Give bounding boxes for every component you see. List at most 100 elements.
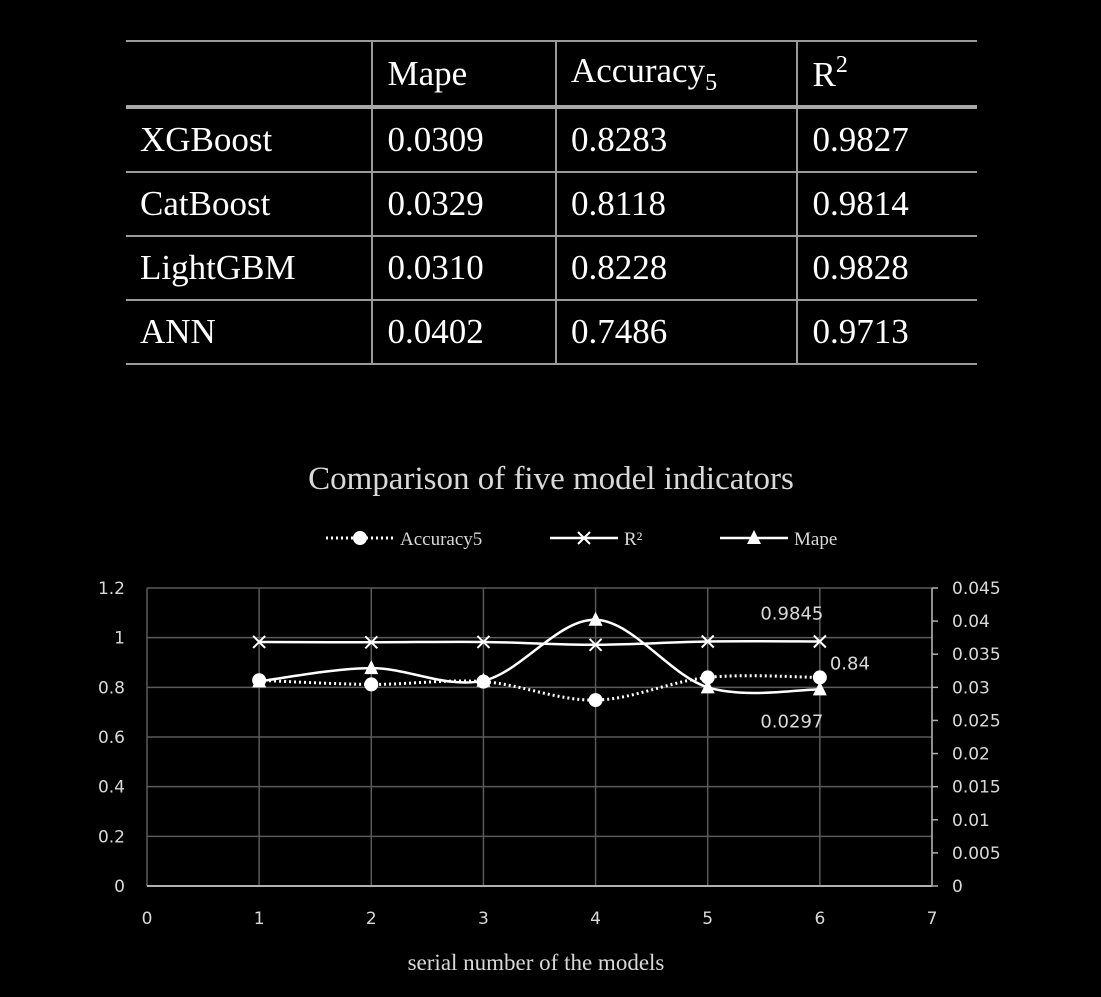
legend-item: Mape [720, 529, 837, 550]
series-line-accuracy5 [259, 674, 820, 702]
chart-markers [252, 611, 827, 708]
table-row: LightGBM 0.0310 0.8228 0.9828 [126, 236, 977, 301]
chart-axes [147, 587, 938, 887]
y2-tick-label: 0.025 [952, 711, 1001, 731]
mape-cell: 0.0309 [371, 107, 556, 173]
triangle-data-point [700, 679, 715, 694]
model-name-cell: CatBoost [126, 172, 373, 237]
x-tick-label: 2 [366, 909, 377, 929]
indicator-line-chart: 0 0.2 0.4 0.6 0.8 1 1.2 0 0.005 0.01 0.015 0.02 0.02… [98, 461, 1001, 975]
x-marker-stroke [588, 638, 603, 652]
r2-cell: 0.9827 [796, 107, 977, 173]
y2-tick-label: 0.03 [952, 678, 990, 698]
legend-label: Accuracy5 [400, 529, 482, 550]
data-label: 0.9845 [760, 604, 823, 625]
x-marker-stroke [364, 635, 378, 649]
x-tick-label: 6 [814, 909, 825, 929]
y2-tick-label: 0.045 [952, 579, 1001, 599]
accuracy-cell: 0.8283 [554, 107, 798, 173]
x-data-point [252, 635, 266, 649]
mape-cell: 0.0402 [371, 300, 556, 365]
legend-item: Accuracy5 [326, 529, 482, 550]
table-header-row: Mape Accuracy5 R2 [126, 41, 977, 109]
y2-tick-label: 0.005 [952, 844, 1001, 864]
triangle-data-point [588, 611, 603, 626]
model-name-cell: XGBoost [126, 107, 373, 173]
circle-data-point [588, 693, 603, 708]
legend-label: Mape [794, 529, 837, 550]
legend-circle-icon [353, 531, 367, 545]
y2-tick-label: 0.04 [952, 612, 990, 632]
chart-title: Comparison of five model indicators [308, 461, 794, 497]
legend-label: R² [624, 529, 643, 550]
metrics-table-container: Mape Accuracy5 R2 XGBoost 0.0309 0.8283 … [126, 40, 977, 365]
r2-cell: 0.9814 [796, 172, 977, 237]
y2-tick-label: 0.01 [952, 811, 990, 831]
data-label: 0.84 [830, 653, 870, 674]
x-marker-stroke [252, 635, 266, 649]
x-tick-label: 1 [254, 909, 265, 929]
x-tick-label: 4 [590, 909, 601, 929]
data-label: 0.0297 [760, 711, 823, 732]
y-tick-label: 0.2 [98, 827, 125, 847]
header-superscript: 2 [835, 52, 848, 78]
x-axis-label: serial number of the models [408, 950, 665, 975]
header-text: R [812, 55, 836, 94]
chart-text: 0 0.2 0.4 0.6 0.8 1 1.2 0 0.005 0.01 0.015 0.02 0.02… [98, 461, 1001, 975]
legend-triangle-icon [747, 530, 761, 544]
accuracy-cell: 0.7486 [554, 300, 798, 365]
legend-x-icon [577, 531, 591, 545]
circle-data-point [700, 670, 715, 685]
gridlines [146, 587, 933, 887]
table-row: XGBoost 0.0309 0.8283 0.9827 [126, 107, 977, 173]
triangle-data-point [364, 660, 379, 675]
model-name-cell: ANN [126, 300, 373, 365]
r2-cell: 0.9828 [796, 236, 977, 301]
x-marker-stroke [577, 531, 591, 545]
header-cell-accuracy: Accuracy5 [554, 41, 798, 109]
triangle-data-point [252, 673, 267, 688]
x-data-point [701, 634, 715, 649]
circle-data-point [364, 677, 379, 692]
legend-item: R² [550, 529, 643, 550]
y-tick-label: 0.4 [98, 778, 125, 798]
y2-tick-label: 0 [952, 877, 963, 897]
y-tick-label: 1.2 [98, 579, 125, 599]
y2-tick-label: 0.035 [952, 645, 1001, 665]
x-data-point [364, 635, 378, 649]
x-tick-label: 3 [478, 909, 489, 929]
accuracy-cell: 0.8118 [554, 172, 798, 237]
y-tick-label: 0 [114, 877, 125, 897]
table-row: ANN 0.0402 0.7486 0.9713 [126, 300, 977, 365]
series-line-mape [258, 618, 820, 695]
header-subscript: 5 [705, 69, 718, 96]
y-tick-label: 0.6 [98, 728, 125, 748]
x-marker-stroke [476, 635, 491, 649]
chart-series [258, 618, 820, 702]
circle-data-point [812, 670, 827, 685]
model-name-cell: LightGBM [126, 236, 373, 301]
metrics-table: Mape Accuracy5 R2 XGBoost 0.0309 0.8283 … [126, 40, 977, 365]
y2-tick-label: 0.015 [952, 778, 1001, 798]
header-cell-mape: Mape [371, 41, 556, 109]
header-text: Accuracy [571, 50, 706, 90]
x-marker-stroke [701, 634, 715, 649]
y-tick-label: 0.8 [98, 678, 125, 698]
y2-tick-label: 0.02 [952, 745, 990, 765]
x-tick-label: 7 [927, 909, 938, 929]
x-data-point [476, 635, 491, 649]
y-tick-label: 1 [114, 629, 125, 649]
header-text: Mape [387, 53, 468, 93]
triangle-data-point [476, 672, 491, 687]
x-tick-label: 5 [702, 909, 713, 929]
r2-cell: 0.9713 [796, 300, 977, 365]
x-tick-label: 0 [142, 909, 153, 929]
accuracy-cell: 0.8228 [554, 236, 798, 301]
mape-cell: 0.0329 [371, 172, 556, 237]
header-cell-model [126, 41, 373, 109]
table-row: CatBoost 0.0329 0.8118 0.9814 [126, 172, 977, 237]
mape-cell: 0.0310 [371, 236, 556, 301]
series-line-r- [259, 640, 820, 647]
triangle-data-point [812, 681, 827, 696]
x-data-point [813, 634, 827, 649]
